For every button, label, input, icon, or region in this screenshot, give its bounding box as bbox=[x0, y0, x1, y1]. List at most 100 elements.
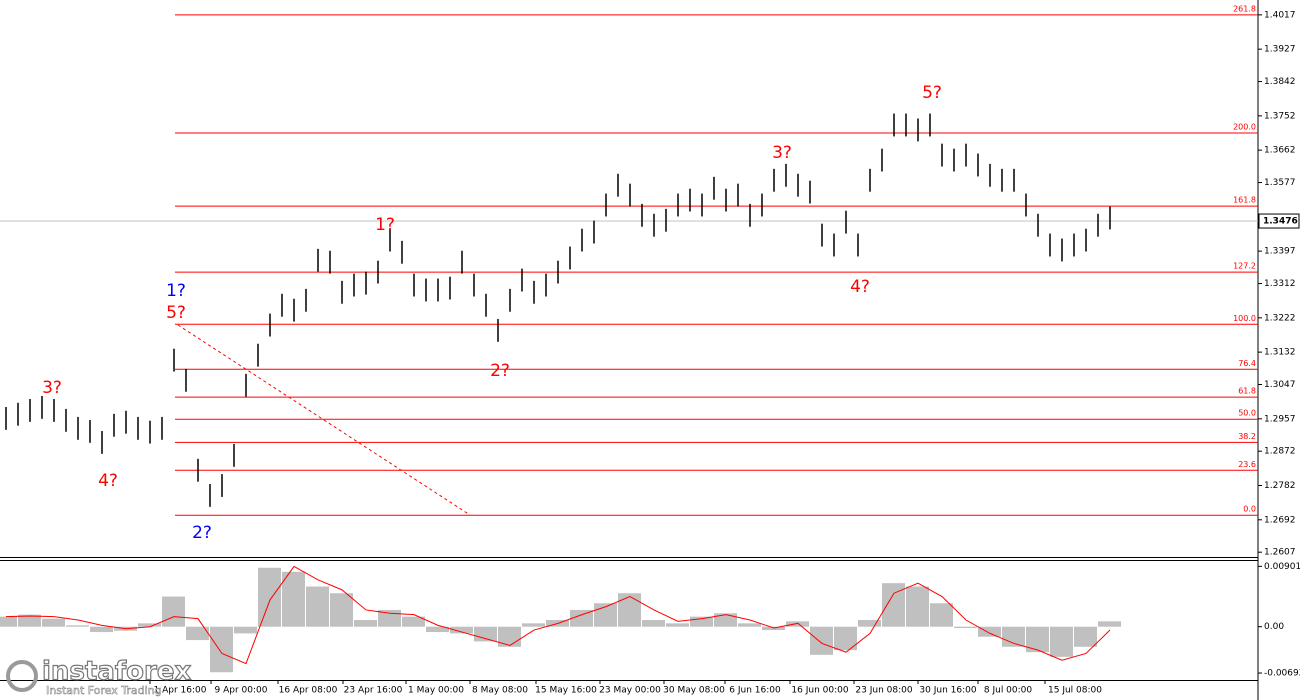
y-tick-label: 1.3132 bbox=[1264, 348, 1296, 358]
macd-histogram-bar bbox=[306, 586, 329, 627]
macd-signal-line bbox=[5, 565, 1111, 665]
macd-histogram-bar bbox=[1050, 626, 1073, 657]
current-price-box bbox=[1258, 213, 1300, 229]
y-tick-label: 1.3662 bbox=[1264, 146, 1296, 156]
x-tick-label: 23 May 00:00 bbox=[599, 686, 661, 696]
macd-histogram-bar bbox=[954, 626, 977, 629]
macd-histogram-bar bbox=[522, 623, 545, 627]
x-tick-label: 8 Jul 00:00 bbox=[984, 686, 1033, 696]
fib-label: 50.0 bbox=[1238, 409, 1256, 418]
fib-label: 23.6 bbox=[1238, 460, 1256, 469]
macd-histogram-bar bbox=[282, 571, 305, 627]
macd-histogram-bar bbox=[354, 620, 377, 627]
fib-label: 100.0 bbox=[1233, 314, 1256, 323]
y-tick-label: 1.3577 bbox=[1264, 178, 1296, 188]
wave-label: 3? bbox=[772, 143, 792, 163]
macd-histogram-bar bbox=[498, 626, 521, 647]
wave-label: 4? bbox=[850, 277, 870, 297]
macd-histogram-bar bbox=[258, 567, 281, 627]
x-tick-label: 16 Apr 08:00 bbox=[279, 686, 338, 696]
macd-histogram-bar bbox=[234, 626, 257, 634]
macd-histogram-bar bbox=[714, 613, 737, 627]
indicator-tick-label: -0.00692 bbox=[1264, 669, 1300, 679]
x-tick-label: 23 Apr 16:00 bbox=[344, 686, 403, 696]
x-tick-label: 9 Apr 00:00 bbox=[215, 686, 268, 696]
x-tick-label: 15 Jul 08:00 bbox=[1048, 686, 1102, 696]
y-tick-label: 1.3222 bbox=[1264, 313, 1296, 323]
macd-histogram-bar bbox=[690, 616, 713, 627]
macd-histogram-bar bbox=[450, 626, 473, 634]
y-tick-label: 1.2607 bbox=[1264, 548, 1296, 558]
macd-histogram-bar bbox=[474, 626, 497, 642]
macd-histogram-bar bbox=[1074, 626, 1097, 647]
x-tick-label: 15 May 16:00 bbox=[535, 686, 597, 696]
y-tick-label: 1.3927 bbox=[1264, 45, 1296, 55]
wave-label: 2? bbox=[192, 523, 212, 543]
y-tick-label: 1.2957 bbox=[1264, 414, 1296, 424]
macd-histogram-bar bbox=[1026, 626, 1049, 653]
y-tick-label: 1.2872 bbox=[1264, 447, 1296, 457]
y-tick-label: 1.3312 bbox=[1264, 279, 1296, 289]
macd-histogram-bar bbox=[642, 620, 665, 627]
macd-histogram-bar bbox=[402, 616, 425, 627]
x-tick-label: 30 May 08:00 bbox=[663, 686, 725, 696]
indicator-tick-label: 0.00 bbox=[1264, 622, 1284, 632]
x-tick-label: 6 Jun 16:00 bbox=[729, 686, 781, 696]
macd-histogram-bar bbox=[90, 626, 113, 633]
macd-histogram-bar bbox=[570, 609, 593, 627]
fib-label: 200.0 bbox=[1233, 122, 1256, 131]
wave-label: 2? bbox=[490, 361, 510, 381]
indicator-tick-label: 0.00901 bbox=[1264, 562, 1300, 572]
macd-histogram-bar bbox=[858, 620, 881, 627]
fib-label: 161.8 bbox=[1233, 196, 1256, 205]
logo-icon bbox=[6, 660, 38, 692]
macd-histogram-bar bbox=[666, 623, 689, 627]
logo-tagline: Instant Forex Trading bbox=[46, 684, 162, 697]
macd-histogram-bar bbox=[138, 623, 161, 627]
macd-histogram-bar bbox=[882, 583, 905, 627]
y-tick-label: 1.3842 bbox=[1264, 77, 1296, 87]
macd-histogram-bar bbox=[1098, 621, 1121, 627]
macd-histogram-bar bbox=[618, 593, 641, 627]
fib-label: 76.4 bbox=[1238, 359, 1256, 368]
macd-histogram-bar bbox=[426, 626, 449, 633]
macd-histogram-bar bbox=[66, 625, 89, 627]
macd-histogram-bar bbox=[1002, 626, 1025, 647]
macd-histogram-bar bbox=[42, 618, 65, 627]
x-tick-label: 16 Jun 00:00 bbox=[791, 686, 848, 696]
macd-histogram-bar bbox=[330, 593, 353, 627]
y-tick-label: 1.3752 bbox=[1264, 111, 1296, 121]
macd-histogram-bar bbox=[930, 603, 953, 627]
current-price-label: 1.3476 bbox=[1263, 217, 1298, 227]
logo-name: instaforex bbox=[42, 657, 192, 687]
macd-histogram-bar bbox=[378, 609, 401, 627]
y-tick-label: 1.2692 bbox=[1264, 515, 1296, 525]
wave-label: 3? bbox=[42, 378, 62, 398]
fib-label: 61.8 bbox=[1238, 387, 1256, 396]
wave-label: 4? bbox=[98, 471, 118, 491]
wave-label: 5? bbox=[166, 303, 186, 323]
wave-label: 1? bbox=[166, 281, 186, 301]
macd-histogram-bar bbox=[978, 626, 1001, 637]
macd-histogram-bar bbox=[810, 626, 833, 655]
x-tick-label: 1 May 00:00 bbox=[408, 686, 464, 696]
macd-histogram-bar bbox=[162, 596, 185, 627]
y-tick-label: 1.2782 bbox=[1264, 481, 1296, 491]
macd-histogram-bar bbox=[786, 621, 809, 627]
x-tick-label: 8 May 08:00 bbox=[472, 686, 528, 696]
trend-line bbox=[177, 324, 471, 516]
x-tick-label: 30 Jun 16:00 bbox=[919, 686, 976, 696]
x-tick-label: 1 Apr 16:00 bbox=[154, 686, 207, 696]
macd-histogram-bar bbox=[0, 616, 17, 627]
fib-label: 261.8 bbox=[1233, 4, 1256, 13]
y-tick-label: 1.3397 bbox=[1264, 247, 1296, 257]
x-tick-label: 23 Jun 08:00 bbox=[855, 686, 912, 696]
fib-label: 127.2 bbox=[1233, 262, 1256, 271]
macd-histogram-bar bbox=[18, 614, 41, 627]
macd-histogram-bar bbox=[210, 626, 233, 673]
macd-histogram-bar bbox=[834, 626, 857, 651]
wave-label: 5? bbox=[922, 83, 942, 103]
fib-label: 38.2 bbox=[1238, 432, 1256, 441]
